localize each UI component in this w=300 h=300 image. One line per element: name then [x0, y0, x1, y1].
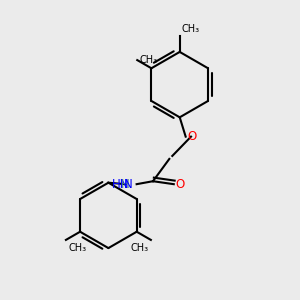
Text: H: H	[120, 178, 129, 191]
Text: O: O	[187, 130, 196, 143]
Text: O: O	[175, 178, 184, 191]
Text: N: N	[124, 178, 133, 191]
Text: CH₃: CH₃	[130, 243, 148, 253]
Text: CH₃: CH₃	[140, 55, 158, 65]
Text: CH₃: CH₃	[181, 24, 199, 34]
Text: CH₃: CH₃	[68, 243, 86, 253]
Text: HN: HN	[112, 178, 129, 191]
